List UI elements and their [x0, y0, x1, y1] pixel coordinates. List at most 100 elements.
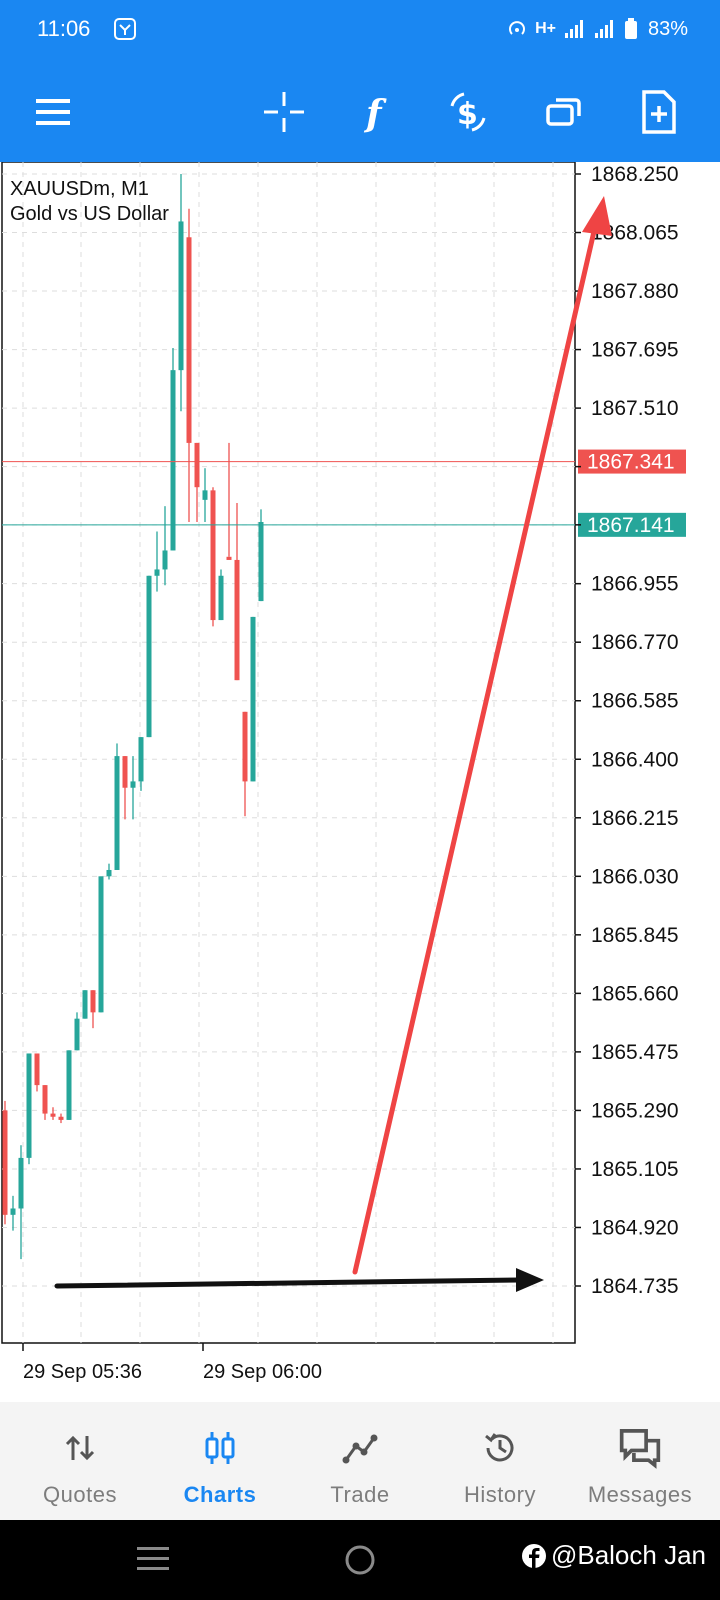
nav-history[interactable]: History	[428, 1402, 572, 1520]
screenshot-app-icon	[114, 18, 136, 40]
nav-quotes[interactable]: Quotes	[8, 1402, 152, 1520]
price-tick-label: 1866.030	[591, 865, 679, 888]
price-tick-label: 1865.105	[591, 1158, 679, 1181]
red-arrow-shaft	[352, 211, 601, 1275]
candle	[2, 1100, 8, 1225]
price-tick-label: 1864.920	[591, 1216, 679, 1239]
candle	[18, 1145, 24, 1260]
indicators-button[interactable]: f	[352, 88, 400, 136]
candle-body	[138, 737, 144, 782]
trade-line-icon	[342, 1434, 378, 1464]
candle	[154, 531, 160, 592]
candle	[210, 487, 216, 627]
nav-trade[interactable]: Trade	[288, 1402, 432, 1520]
candle-body	[242, 711, 248, 782]
candle-body	[18, 1157, 24, 1209]
candle-body	[42, 1085, 48, 1114]
recents-icon[interactable]	[136, 1544, 170, 1574]
watermark: @Baloch Jan	[521, 1540, 706, 1571]
time-label: 29 Sep 06:00	[203, 1361, 322, 1383]
candle	[194, 442, 200, 522]
price-chart[interactable]: 1867.341 1867.141 1868.250 1868.065 1867.88…	[0, 162, 720, 1402]
candle-body	[66, 1050, 72, 1120]
price-tick-label: 1865.660	[591, 982, 679, 1005]
price-tick-label: 1867.695	[591, 339, 679, 362]
candle	[186, 208, 192, 522]
menu-icon	[36, 99, 70, 125]
crosshair-icon	[264, 92, 304, 132]
candle-body	[226, 556, 232, 560]
crosshair-button[interactable]	[260, 88, 308, 136]
time-label: 29 Sep 05:36	[23, 1361, 142, 1383]
candle	[234, 503, 240, 681]
bid-price-tag	[578, 512, 686, 537]
status-time: 11:06	[37, 16, 91, 41]
status-bar: 11:06 H+ 83%	[0, 0, 720, 62]
candle	[162, 506, 168, 586]
candle	[130, 756, 136, 820]
candle	[58, 1113, 64, 1124]
candle-body	[234, 559, 240, 681]
price-tick-label: 1865.290	[591, 1099, 679, 1122]
candle	[146, 575, 152, 738]
candle-body	[50, 1113, 56, 1117]
candle-body	[210, 490, 216, 621]
candle	[82, 990, 88, 1019]
new-order-button[interactable]	[634, 88, 682, 136]
candle-body	[82, 990, 88, 1019]
candle-body	[170, 370, 176, 551]
chart-area[interactable]: 1867.341 1867.141 1868.250 1868.065 1867.88…	[0, 162, 720, 1402]
red-arrow-head	[582, 196, 612, 236]
candle-body	[178, 221, 184, 371]
candle	[74, 1012, 80, 1051]
facebook-icon	[521, 1543, 546, 1568]
candle-body	[90, 990, 96, 1013]
candle-body	[106, 869, 112, 877]
signal-icon	[564, 20, 583, 38]
indicator-f-icon: f	[363, 93, 387, 135]
candle	[106, 863, 112, 880]
battery-icon	[624, 18, 637, 39]
nav-charts[interactable]: Charts	[148, 1402, 292, 1520]
candle	[178, 174, 184, 412]
candle-body	[74, 1018, 80, 1051]
bid-price-label: 1867.141	[587, 514, 675, 537]
candle	[90, 990, 96, 1029]
nav-messages[interactable]: Messages	[568, 1402, 712, 1520]
chart-symbol-description: Gold vs US Dollar	[10, 203, 169, 225]
home-icon[interactable]	[344, 1544, 376, 1576]
candle-body	[250, 616, 256, 782]
price-tick-label: 1866.400	[591, 748, 679, 771]
bottom-nav: Quotes Charts Trade History Messages	[0, 1402, 720, 1520]
network-type: H+	[535, 20, 556, 37]
system-nav-bar: @Baloch Jan	[0, 1520, 720, 1600]
candle-body	[58, 1116, 64, 1120]
candle-body	[218, 575, 224, 621]
price-tick-label: 1865.845	[591, 924, 679, 947]
candle	[98, 876, 104, 1013]
candle-body	[34, 1053, 40, 1086]
candle-body	[2, 1110, 8, 1215]
ask-price-tag	[578, 449, 686, 474]
trade-button[interactable]: $	[444, 88, 492, 136]
candle-body	[10, 1208, 16, 1215]
candle	[218, 569, 224, 621]
candle-body	[98, 876, 104, 1013]
candle	[66, 1050, 72, 1120]
candle-body	[122, 756, 128, 788]
chart-toolbar: f $	[0, 62, 720, 162]
candle	[242, 711, 248, 817]
price-tick-label: 1866.955	[591, 573, 679, 596]
candle	[114, 743, 120, 870]
candle-body	[146, 575, 152, 738]
menu-button[interactable]	[28, 88, 76, 136]
candle	[34, 1053, 40, 1092]
candle-body	[26, 1053, 32, 1158]
candle	[202, 468, 208, 522]
price-tick-label: 1867.510	[591, 397, 679, 420]
nav-quotes-label: Quotes	[43, 1482, 117, 1507]
price-tick-label: 1868.065	[591, 222, 679, 245]
candle	[138, 737, 144, 791]
nav-history-label: History	[464, 1482, 536, 1507]
windows-button[interactable]	[540, 88, 588, 136]
